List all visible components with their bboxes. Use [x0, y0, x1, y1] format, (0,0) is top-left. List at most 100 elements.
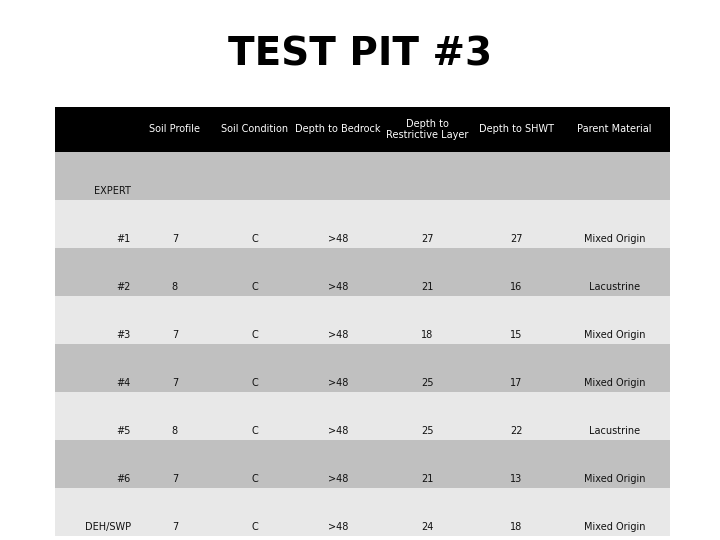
Bar — [55, 296, 135, 344]
Text: Parent Material: Parent Material — [577, 125, 652, 134]
Text: >48: >48 — [328, 379, 348, 388]
Text: 21: 21 — [421, 474, 433, 484]
Text: 22: 22 — [510, 427, 523, 436]
Bar — [381, 200, 473, 248]
Text: 24: 24 — [421, 522, 433, 532]
Bar — [215, 200, 295, 248]
Text: Depth to Bedrock: Depth to Bedrock — [295, 125, 381, 134]
Bar — [135, 488, 215, 536]
Text: C: C — [251, 474, 258, 484]
Bar — [215, 107, 295, 152]
Bar — [215, 392, 295, 440]
Bar — [381, 488, 473, 536]
Bar — [55, 344, 135, 392]
Text: 13: 13 — [510, 474, 523, 484]
Text: Mixed Origin: Mixed Origin — [584, 330, 645, 340]
Bar — [295, 200, 381, 248]
Bar — [559, 296, 670, 344]
Text: #6: #6 — [117, 474, 131, 484]
Bar — [295, 107, 381, 152]
Text: #2: #2 — [117, 282, 131, 292]
Text: #1: #1 — [117, 234, 131, 245]
Text: #4: #4 — [117, 379, 131, 388]
Bar — [295, 248, 381, 296]
Text: DEH/SWP: DEH/SWP — [85, 522, 131, 532]
Bar — [381, 107, 473, 152]
Bar — [215, 296, 295, 344]
Text: Lacustrine: Lacustrine — [589, 427, 640, 436]
Text: >48: >48 — [328, 330, 348, 340]
Bar — [473, 296, 559, 344]
Text: 25: 25 — [420, 427, 433, 436]
Text: 18: 18 — [510, 522, 523, 532]
Text: Mixed Origin: Mixed Origin — [584, 234, 645, 245]
Bar — [473, 248, 559, 296]
Bar — [295, 440, 381, 488]
Bar — [381, 296, 473, 344]
Text: 27: 27 — [510, 234, 523, 245]
Text: Depth to SHWT: Depth to SHWT — [479, 125, 554, 134]
Bar — [135, 296, 215, 344]
Bar — [295, 152, 381, 200]
Text: >48: >48 — [328, 427, 348, 436]
Text: Mixed Origin: Mixed Origin — [584, 379, 645, 388]
Text: 8: 8 — [172, 427, 178, 436]
Bar — [55, 392, 135, 440]
Text: >48: >48 — [328, 522, 348, 532]
Bar — [473, 440, 559, 488]
Text: C: C — [251, 379, 258, 388]
Text: Soil Profile: Soil Profile — [150, 125, 200, 134]
Bar — [135, 152, 215, 200]
Bar — [381, 248, 473, 296]
Bar — [559, 344, 670, 392]
Bar — [559, 200, 670, 248]
Text: Mixed Origin: Mixed Origin — [584, 522, 645, 532]
Bar — [135, 107, 215, 152]
Text: 8: 8 — [172, 282, 178, 292]
Bar — [135, 200, 215, 248]
Text: C: C — [251, 330, 258, 340]
Bar — [55, 488, 135, 536]
Text: 21: 21 — [421, 282, 433, 292]
Bar — [295, 392, 381, 440]
Bar — [215, 152, 295, 200]
Text: C: C — [251, 522, 258, 532]
Bar — [135, 440, 215, 488]
Bar — [135, 344, 215, 392]
Bar — [215, 440, 295, 488]
Bar — [559, 392, 670, 440]
Text: 16: 16 — [510, 282, 523, 292]
Text: #5: #5 — [117, 427, 131, 436]
Bar — [55, 152, 135, 200]
Bar — [381, 392, 473, 440]
Text: Lacustrine: Lacustrine — [589, 282, 640, 292]
Text: 7: 7 — [172, 474, 178, 484]
Text: #3: #3 — [117, 330, 131, 340]
Bar — [55, 248, 135, 296]
Bar — [215, 344, 295, 392]
Bar — [473, 152, 559, 200]
Bar — [559, 152, 670, 200]
Text: Soil Condition: Soil Condition — [221, 125, 289, 134]
Bar — [473, 107, 559, 152]
Bar — [215, 488, 295, 536]
Bar — [215, 248, 295, 296]
Text: 7: 7 — [172, 234, 178, 245]
Bar — [473, 488, 559, 536]
Text: 15: 15 — [510, 330, 523, 340]
Bar — [55, 107, 135, 152]
Bar — [381, 344, 473, 392]
Text: EXPERT: EXPERT — [94, 186, 131, 197]
Bar — [135, 392, 215, 440]
Bar — [559, 440, 670, 488]
Bar — [295, 296, 381, 344]
Text: Depth to
Restrictive Layer: Depth to Restrictive Layer — [386, 119, 468, 140]
Text: C: C — [251, 234, 258, 245]
Bar — [55, 440, 135, 488]
Bar — [55, 200, 135, 248]
Text: >48: >48 — [328, 474, 348, 484]
Bar — [381, 440, 473, 488]
Text: 7: 7 — [172, 379, 178, 388]
Bar — [135, 248, 215, 296]
Bar — [295, 344, 381, 392]
